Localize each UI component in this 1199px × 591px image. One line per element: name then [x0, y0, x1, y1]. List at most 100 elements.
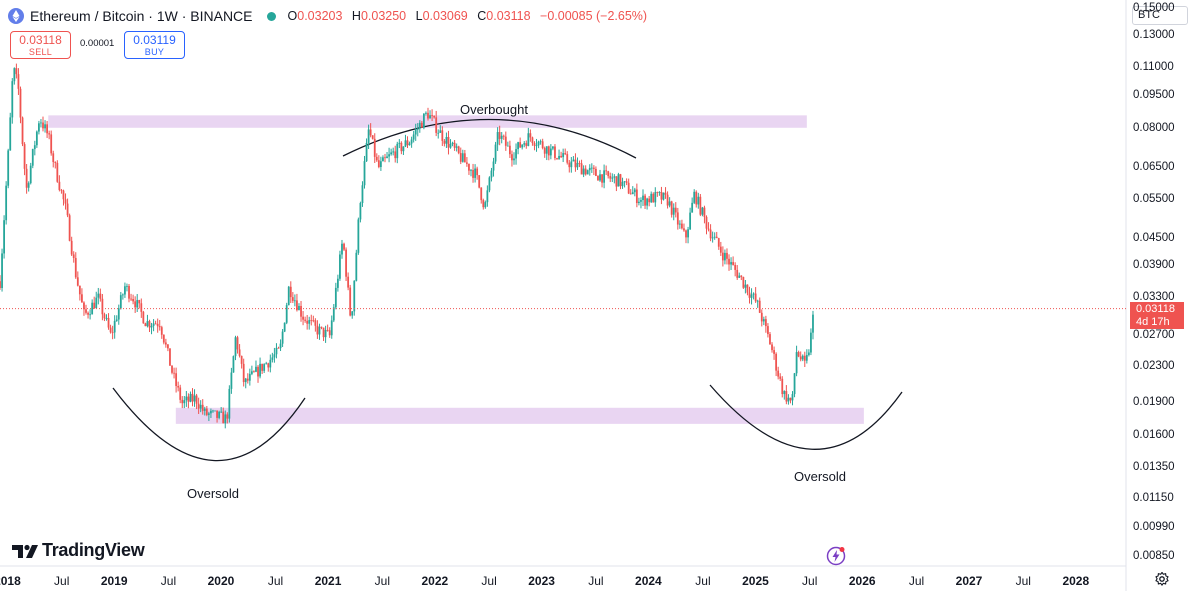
candle-body	[363, 161, 366, 186]
candle-body	[212, 410, 214, 412]
candle-body	[132, 299, 135, 302]
y-tick-label: 0.00850	[1133, 549, 1175, 562]
candle-body	[642, 195, 644, 201]
annotation-oversold-left: Oversold	[187, 486, 240, 501]
x-tick-label: 2023	[528, 574, 555, 588]
candle-body	[379, 161, 382, 168]
candle-body	[681, 223, 683, 229]
candles	[0, 63, 814, 429]
candle-body	[113, 320, 116, 333]
y-tick-label: 0.03300	[1133, 290, 1175, 303]
candle-body	[554, 146, 556, 159]
candle-body	[347, 276, 350, 288]
candle-body	[463, 153, 466, 163]
candle-body	[732, 262, 735, 265]
candle-body	[658, 192, 661, 193]
candle-body	[451, 142, 454, 144]
x-tick-label: 2020	[207, 574, 235, 588]
candle-body	[660, 192, 663, 200]
ohlc-key-open: O	[287, 9, 298, 23]
candle-body	[38, 123, 40, 132]
lightning-icon[interactable]	[826, 546, 846, 566]
x-tick-label: 2027	[955, 574, 983, 588]
candle-body	[549, 148, 552, 156]
candle-body	[121, 294, 124, 296]
candle-body	[490, 170, 493, 178]
x-tick-label: 2025	[742, 574, 769, 588]
candle-body	[269, 359, 272, 368]
candle-body	[306, 320, 309, 324]
candle-body	[752, 293, 755, 295]
candle-body	[676, 212, 679, 225]
sell-button[interactable]: 0.03118 SELL	[10, 31, 71, 59]
candle-body	[515, 149, 517, 159]
candle-body	[392, 151, 395, 153]
candle-body	[255, 366, 257, 372]
candle-body	[607, 171, 610, 177]
candle-body	[216, 410, 218, 418]
candle-body	[230, 372, 233, 389]
y-tick-label: 0.08000	[1133, 121, 1175, 134]
candle-body	[527, 133, 530, 146]
y-tick-label: 0.04500	[1133, 231, 1175, 244]
candle-body	[699, 196, 702, 215]
candle-body	[156, 323, 159, 327]
candle-body	[314, 320, 317, 326]
candle-body	[50, 134, 53, 154]
y-tick-label: 0.05500	[1133, 193, 1175, 206]
candle-body	[310, 320, 313, 321]
candle-body	[355, 252, 358, 281]
candle-body	[142, 311, 145, 324]
x-tick-label: Jul	[374, 574, 390, 588]
candle-body	[281, 331, 284, 344]
spread-value: 0.00001	[80, 38, 115, 49]
y-tick-label: 0.03900	[1133, 258, 1175, 271]
candle-body	[119, 295, 122, 309]
candle-body	[558, 155, 560, 159]
candle-body	[207, 413, 210, 415]
candle-body	[521, 144, 524, 148]
candle-body	[701, 207, 704, 215]
candle-body	[375, 156, 378, 161]
buy-button[interactable]: 0.03119 BUY	[124, 31, 185, 59]
candle-body	[248, 373, 251, 381]
chart-header: Ethereum / Bitcoin · 1W · BINANCE O0.032…	[8, 6, 653, 26]
x-tick-label: Jul	[802, 574, 818, 588]
buy-price: 0.03119	[133, 33, 176, 47]
tradingview-logo[interactable]: TradingView	[12, 540, 145, 561]
eth-btc-symbol-icon	[8, 8, 24, 24]
x-tick-label: Jul	[267, 574, 284, 588]
candle-body	[250, 371, 253, 374]
candle-body	[197, 403, 200, 409]
candle-body	[312, 320, 315, 322]
candle-body	[218, 411, 221, 418]
candle-body	[574, 159, 577, 168]
candle-body	[742, 276, 745, 288]
gear-icon[interactable]	[1155, 572, 1169, 586]
y-tick-label: 0.11000	[1133, 60, 1174, 73]
currency-selector[interactable]: BTC	[1132, 6, 1188, 25]
candle-body	[478, 175, 481, 188]
candle-body	[267, 363, 270, 368]
candle-body	[529, 133, 532, 138]
candle-body	[738, 275, 741, 278]
candle-body	[455, 146, 458, 148]
candle-body	[447, 136, 450, 148]
candle-body	[371, 135, 374, 139]
candle-body	[257, 366, 259, 377]
candle-body	[674, 207, 677, 213]
candle-body	[205, 408, 208, 415]
candle-body	[5, 185, 8, 221]
candle-body	[138, 300, 141, 304]
ohlc-change: −0.00085 (−2.65%)	[540, 9, 648, 23]
candle-body	[228, 388, 231, 419]
candle-body	[177, 386, 180, 388]
tradingview-logo-icon	[12, 544, 38, 558]
candle-body	[537, 141, 540, 146]
candle-body	[494, 144, 497, 162]
candle-body	[343, 243, 345, 250]
candle-body	[445, 136, 448, 144]
candle-body	[726, 252, 728, 259]
candle-body	[410, 139, 413, 144]
